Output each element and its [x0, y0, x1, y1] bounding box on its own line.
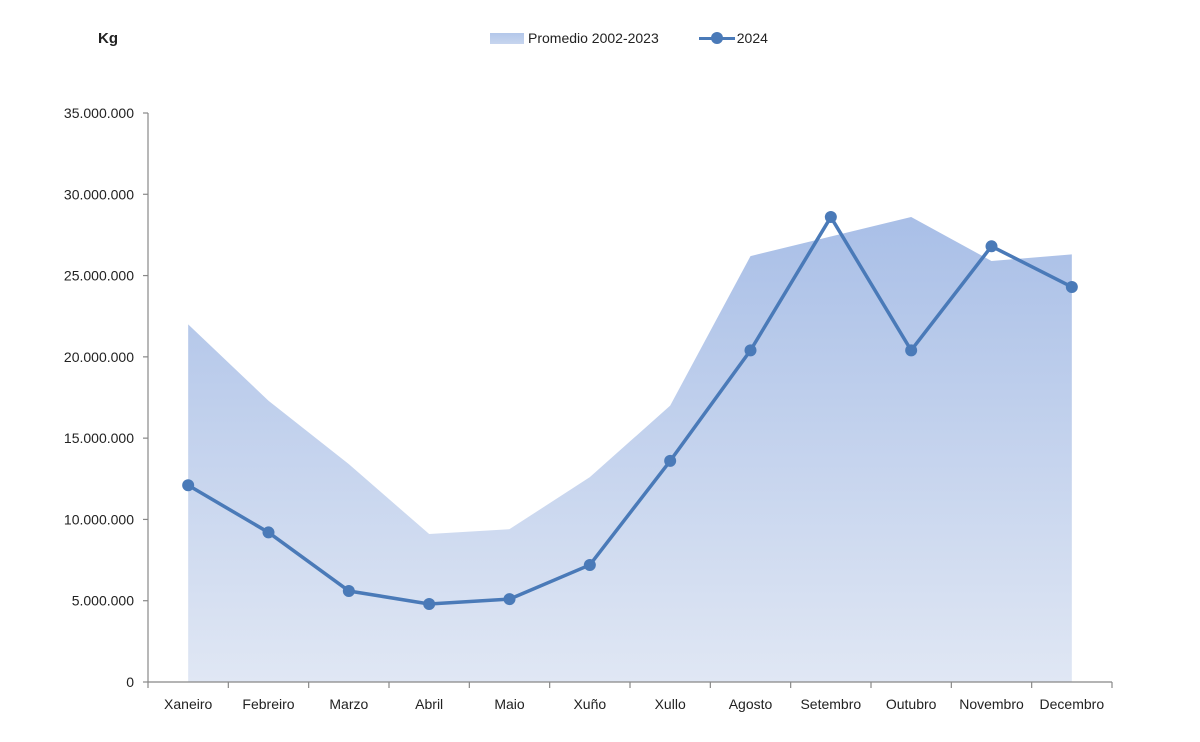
y-tick-label: 30.000.000 [64, 186, 134, 202]
x-tick-label: Setembro [800, 696, 861, 712]
x-tick-label: Febreiro [242, 696, 294, 712]
y-tick-label: 0 [126, 674, 134, 690]
data-point-2024 [985, 240, 998, 253]
x-tick-label: Xaneiro [164, 696, 212, 712]
legend-item-2024: 2024 [659, 30, 768, 46]
x-tick-label: Xullo [655, 696, 686, 712]
legend-label-2024: 2024 [736, 30, 768, 46]
data-point-2024 [262, 526, 275, 539]
legend-area-swatch [490, 32, 524, 44]
y-unit-label: Kg [98, 30, 118, 47]
y-tick-label: 5.000.000 [72, 593, 134, 609]
x-tick-label: Outubro [886, 696, 937, 712]
legend-item-average: Promedio 2002-2023 [490, 30, 659, 46]
y-tick-label: 35.000.000 [64, 105, 134, 121]
y-tick-label: 25.000.000 [64, 268, 134, 284]
data-point-2024 [342, 584, 355, 597]
data-point-2024 [824, 211, 837, 224]
data-point-2024 [503, 593, 516, 606]
data-point-2024 [1065, 280, 1078, 293]
data-point-2024 [423, 597, 436, 610]
x-tick-label: Novembro [959, 696, 1024, 712]
data-point-2024 [905, 344, 918, 357]
legend-line-swatch [698, 30, 735, 46]
line-series-2024 [187, 215, 1073, 606]
x-tick-label: Agosto [729, 696, 773, 712]
data-point-2024 [182, 479, 195, 492]
x-tick-label: Decembro [1040, 696, 1105, 712]
area-series-average [188, 217, 1072, 682]
x-tick-label: Maio [494, 696, 525, 712]
legend: Promedio 2002-2023 2024 [490, 30, 768, 46]
y-tick-label: 10.000.000 [64, 511, 134, 527]
legend-label-average: Promedio 2002-2023 [528, 30, 659, 46]
x-tick-label: Abril [415, 696, 443, 712]
y-tick-label: 15.000.000 [64, 430, 134, 446]
x-tick-label: Xuño [573, 696, 606, 712]
data-point-2024 [664, 454, 677, 467]
data-point-2024 [583, 558, 596, 571]
y-tick-label: 20.000.000 [64, 349, 134, 365]
data-point-2024 [744, 344, 757, 357]
x-tick-label: Marzo [329, 696, 368, 712]
